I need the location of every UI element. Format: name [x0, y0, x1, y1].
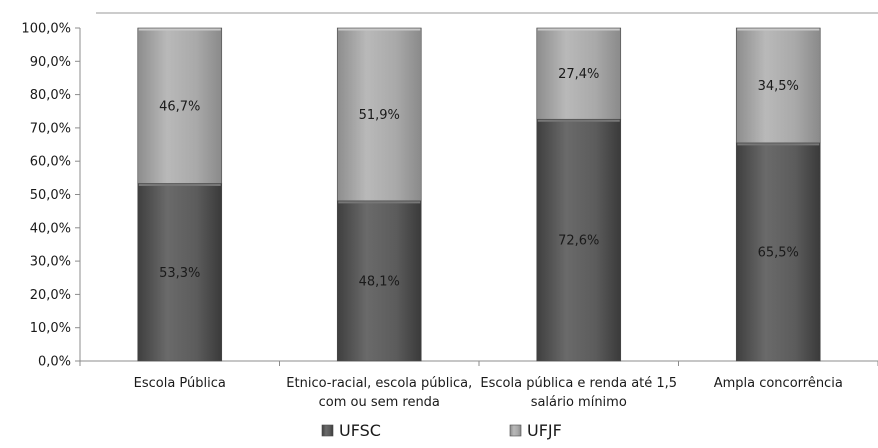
bar-segment-ufsc: [137, 183, 223, 362]
bar-segment-ufsc: [735, 142, 821, 362]
y-tick-label: 30,0%: [30, 255, 71, 270]
y-tick-label: 70,0%: [30, 121, 71, 136]
category-label: Escola Pública: [134, 376, 226, 391]
data-label-ufjf: 51,9%: [359, 108, 400, 123]
category-label-line: Escola Pública: [134, 376, 226, 391]
legend-swatch-ufjf: [509, 424, 522, 437]
y-tick-label: 10,0%: [30, 321, 71, 336]
data-label-ufsc: 53,3%: [159, 266, 200, 281]
bar-segment-ufsc: [336, 200, 422, 362]
category-label-line: Escola pública e renda até 1,5: [480, 376, 677, 391]
y-tick-label: 90,0%: [30, 55, 71, 70]
y-tick-label: 100,0%: [21, 22, 71, 37]
data-label-ufjf: 34,5%: [758, 79, 799, 94]
data-label-ufjf: 46,7%: [159, 99, 200, 114]
bar-segment-ufjf: [536, 27, 622, 120]
y-tick-label: 40,0%: [30, 221, 71, 236]
bar-segment-ufjf: [735, 27, 821, 144]
data-label-ufsc: 48,1%: [359, 274, 400, 289]
axes: 0,0% 10,0% 20,0% 30,0% 40,0% 50,0% 60,0% 70,0% 8…: [21, 22, 878, 410]
y-tick-label: 20,0%: [30, 288, 71, 303]
y-tick-label: 80,0%: [30, 88, 71, 103]
data-label-ufsc: 72,6%: [558, 234, 599, 249]
bars: [137, 27, 821, 362]
legend-swatch-ufsc: [321, 424, 334, 437]
legend-label-ufsc: UFSC: [339, 421, 381, 440]
category-label-line: Ampla concorrência: [714, 376, 843, 391]
legend: UFSC UFJF: [321, 421, 562, 440]
category-label: Escola pública e renda até 1,5 salário mí…: [480, 376, 677, 410]
bar-segment-ufjf: [137, 27, 223, 184]
category-label-line: Etnico-racial, escola pública,: [286, 376, 472, 391]
y-tick-label: 60,0%: [30, 155, 71, 170]
data-label-ufjf: 27,4%: [558, 67, 599, 82]
y-tick-label: 50,0%: [30, 188, 71, 203]
legend-label-ufjf: UFJF: [527, 421, 562, 440]
data-label-ufsc: 65,5%: [758, 245, 799, 260]
category-label-line: com ou sem renda: [319, 395, 440, 410]
category-label: Etnico-racial, escola pública, com ou sem…: [286, 376, 472, 410]
bar-segment-ufsc: [536, 118, 622, 362]
category-label-line: salário mínimo: [531, 395, 627, 410]
bar-segment-ufjf: [336, 27, 422, 202]
y-tick-label: 0,0%: [38, 355, 71, 370]
category-label: Ampla concorrência: [714, 376, 843, 391]
data-labels: 53,3% 46,7% 48,1% 51,9% 72,6% 27,4% 65,5% 34,5%: [159, 67, 799, 289]
